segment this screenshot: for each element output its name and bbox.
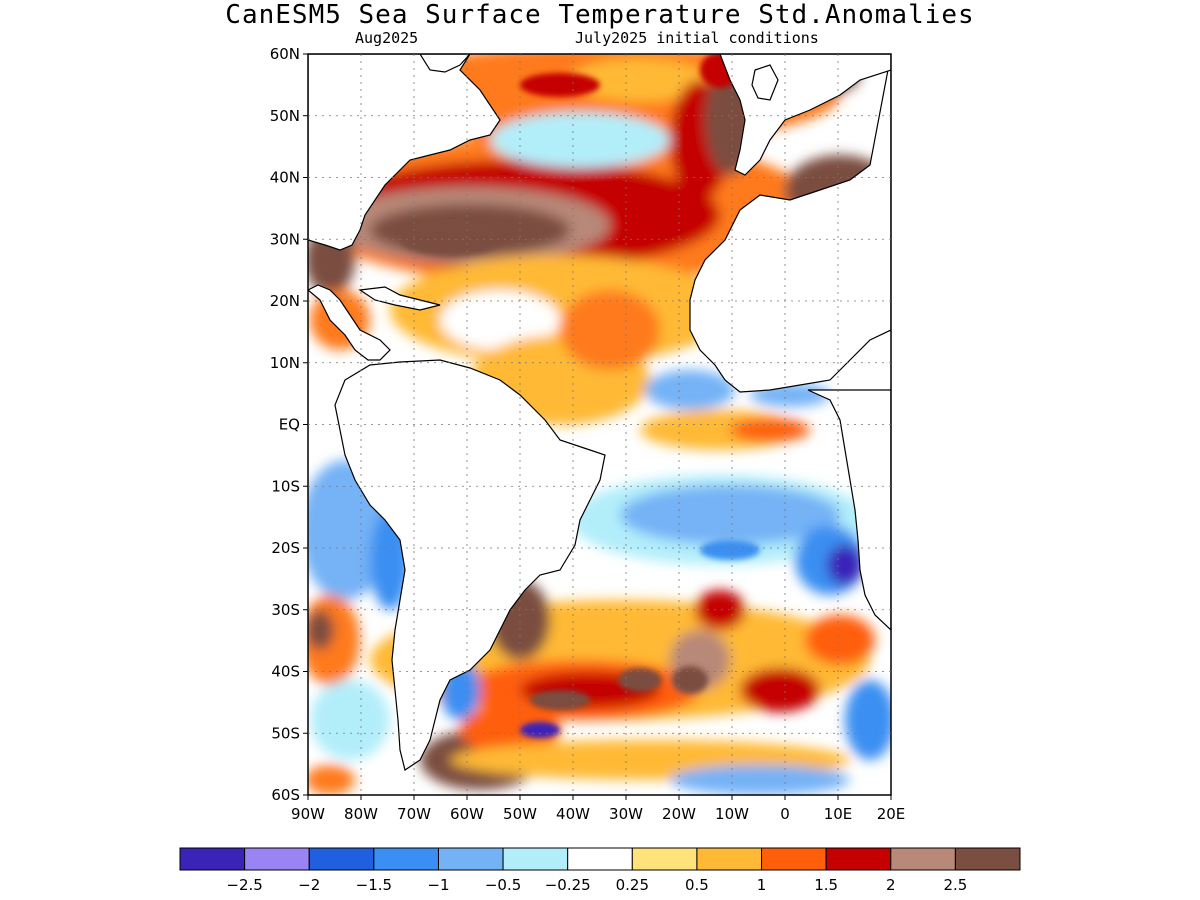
lon-tick-label: 60W bbox=[450, 805, 484, 823]
colorbar-swatch bbox=[954, 847, 1021, 871]
lon-tick-label: 80W bbox=[344, 805, 378, 823]
colorbar-swatch bbox=[825, 847, 892, 871]
colorbar-swatch bbox=[179, 847, 246, 871]
lat-tick-label: 30N bbox=[270, 230, 300, 248]
colorbar-label: 0.5 bbox=[685, 876, 709, 894]
lat-tick-label: 20S bbox=[271, 539, 300, 557]
lon-tick-label: 20E bbox=[877, 805, 906, 823]
lat-tick-label: 10S bbox=[271, 477, 300, 495]
lon-tick-label: 20W bbox=[662, 805, 696, 823]
colorbar-swatch bbox=[308, 847, 375, 871]
latitude-axis: 60N 50N 40N 30N 20N 10N EQ 10S 20S 30S 40S 50S 60S bbox=[270, 45, 308, 804]
lat-tick-label: 40S bbox=[271, 663, 300, 681]
colorbar-label: −1.5 bbox=[356, 876, 392, 894]
colorbar-label: 2.5 bbox=[943, 876, 967, 894]
lon-tick-label: 10W bbox=[715, 805, 749, 823]
lat-tick-label: 50N bbox=[270, 107, 300, 125]
graticule bbox=[308, 54, 891, 795]
colorbar-swatch bbox=[761, 847, 827, 871]
lon-tick-label: 30W bbox=[609, 805, 643, 823]
longitude-axis: 90W 80W 70W 60W 50W 40W 30W 20W 10W 0 10E 20E bbox=[291, 795, 905, 823]
colorbar-label: 1.5 bbox=[814, 876, 838, 894]
lat-tick-label: EQ bbox=[279, 416, 300, 434]
colorbar-swatch bbox=[696, 847, 763, 871]
colorbar-swatch bbox=[631, 847, 698, 871]
colorbar-label: −0.5 bbox=[485, 876, 521, 894]
lat-tick-label: 30S bbox=[271, 601, 300, 619]
map-title: CanESM5 Sea Surface Temperature Std.Anom… bbox=[225, 0, 975, 30]
lon-tick-label: 90W bbox=[291, 805, 325, 823]
lon-tick-label: 70W bbox=[397, 805, 431, 823]
colorbar-swatch bbox=[567, 847, 633, 871]
colorbar-swatch bbox=[373, 847, 439, 871]
colorbar-swatch bbox=[437, 847, 504, 871]
colorbar-label: −2 bbox=[298, 876, 320, 894]
land bbox=[308, 54, 891, 771]
lat-tick-label: 60N bbox=[270, 45, 300, 63]
lon-tick-label: 40W bbox=[556, 805, 590, 823]
lat-tick-label: 40N bbox=[270, 169, 300, 187]
colorbar-label: −0.25 bbox=[545, 876, 591, 894]
forecast-month-label: Aug2025 bbox=[355, 29, 419, 47]
colorbar-label: 0.25 bbox=[616, 876, 649, 894]
lon-tick-label: 10E bbox=[824, 805, 853, 823]
colorbar-swatch bbox=[502, 847, 569, 871]
initial-conditions-label: July2025 initial conditions bbox=[575, 29, 819, 47]
colorbar-label: 2 bbox=[886, 876, 896, 894]
colorbar: −2.5 −2 −1.5 −1 −0.5 −0.25 0.25 0.5 1 1.5 2 2.5 bbox=[179, 847, 1021, 894]
lat-tick-label: 10N bbox=[270, 354, 300, 372]
lat-tick-label: 20N bbox=[270, 292, 300, 310]
colorbar-label: 1 bbox=[757, 876, 767, 894]
colorbar-swatch bbox=[890, 847, 956, 871]
colorbar-label: −2.5 bbox=[226, 876, 262, 894]
colorbar-label: −1 bbox=[427, 876, 449, 894]
sst-anomaly-field bbox=[308, 54, 891, 795]
colorbar-swatch bbox=[244, 847, 310, 871]
lon-tick-label: 50W bbox=[503, 805, 537, 823]
lat-tick-label: 60S bbox=[271, 786, 300, 804]
lon-tick-label: 0 bbox=[780, 805, 790, 823]
lat-tick-label: 50S bbox=[271, 724, 300, 742]
